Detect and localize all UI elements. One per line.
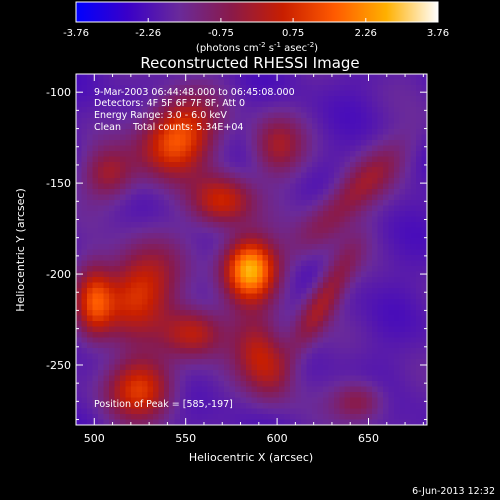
- colorbar-tick-label: -3.76: [63, 28, 89, 39]
- y-axis-label: Heliocentric Y (arcsec): [14, 188, 27, 312]
- annotation-energy: Energy Range: 3.0 - 6.0 keV: [94, 110, 227, 121]
- colorbar-tick-label: 2.26: [355, 28, 377, 39]
- x-tick-label: 600: [267, 432, 288, 445]
- plot-frame: [75, 73, 428, 426]
- y-tick-label: -250: [46, 359, 71, 372]
- annotation-time: 9-Mar-2003 06:44:48.000 to 06:45:08.000: [94, 87, 295, 98]
- colorbar-tick-label: 0.75: [282, 28, 304, 39]
- annotation-detectors: Detectors: 4F 5F 6F 7F 8F, Att 0: [94, 98, 245, 109]
- image-plot: [76, 74, 427, 425]
- y-tick-label: -200: [46, 268, 71, 281]
- heatmap-image: [76, 74, 427, 425]
- colorbar-tick-label: -0.75: [208, 28, 234, 39]
- footer-date: 6-Jun-2013 12:32: [412, 486, 495, 497]
- annotation-peak: Position of Peak = [585,-197]: [94, 399, 233, 410]
- colorbar-tick-label: -2.26: [135, 28, 161, 39]
- x-tick-label: 550: [175, 432, 196, 445]
- x-tick-label: 650: [358, 432, 379, 445]
- x-tick-label: 500: [84, 432, 105, 445]
- x-axis-label: Heliocentric X (arcsec): [189, 451, 313, 464]
- colorbar-units: (photons cm-2 s-1 asec-2): [196, 41, 318, 54]
- y-tick-label: -100: [46, 86, 71, 99]
- colorbar-ticks: -3.76 -2.26 -0.75 0.75 2.26 3.76: [63, 18, 449, 39]
- chart-title: Reconstructed RHESSI Image: [140, 54, 359, 72]
- y-tick-label: -150: [46, 177, 71, 190]
- axis-ticks: 500 550 600 650 -100 -150 -200 -250: [46, 74, 427, 445]
- annotation-clean: Clean Total counts: 5.34E+04: [94, 122, 243, 133]
- colorbar: [75, 1, 439, 23]
- colorbar-tick-label: 3.76: [427, 28, 449, 39]
